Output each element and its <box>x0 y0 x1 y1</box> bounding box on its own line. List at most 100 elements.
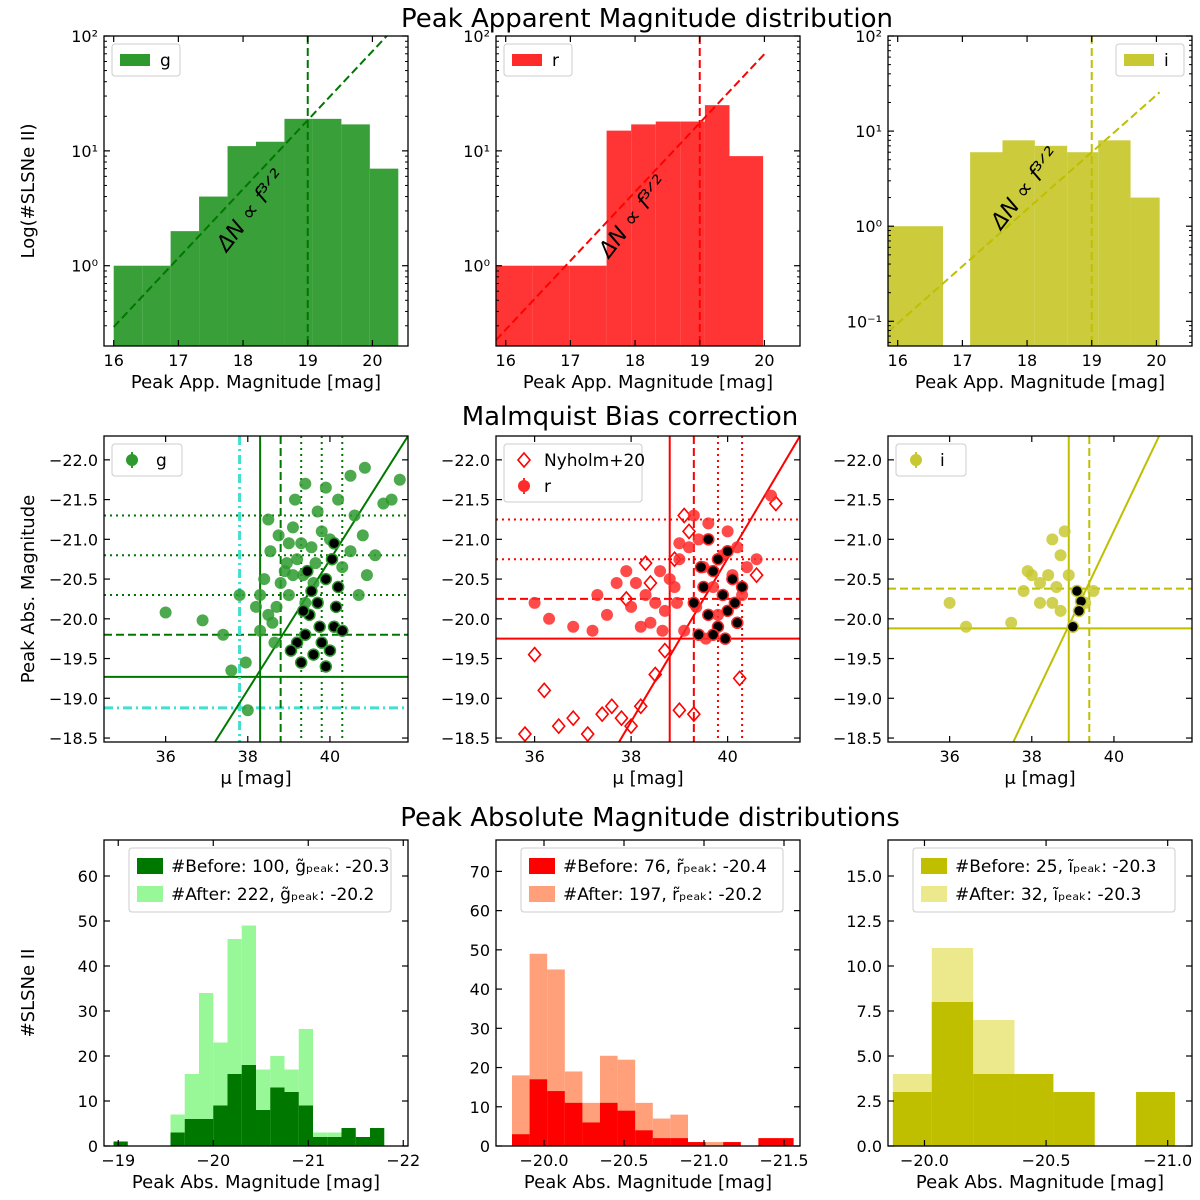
nyholm-diamond <box>566 709 581 727</box>
y-tick-label: 20 <box>78 1047 98 1066</box>
data-point <box>282 537 295 550</box>
y-tick-label: −19.5 <box>833 650 882 669</box>
corrected-point <box>702 608 715 622</box>
histogram-bar-before <box>1053 1092 1095 1146</box>
x-tick-label: −21.0 <box>1143 1151 1192 1170</box>
x-tick-label: 19 <box>690 351 710 370</box>
y-tick-label: 0 <box>88 1137 98 1156</box>
y-tick-label: −21.0 <box>49 530 98 549</box>
data-point <box>765 489 778 502</box>
histogram-bar-before <box>227 1074 242 1146</box>
data-point <box>1062 569 1075 582</box>
data-point <box>1021 565 1034 578</box>
data-point <box>315 525 328 538</box>
y-axis-label: Peak Abs. Magnitude <box>18 495 39 683</box>
data-point <box>332 493 345 506</box>
section-title-malmquist: Malmquist Bias correction <box>462 402 799 432</box>
y-tick-label: 10⁰ <box>71 257 98 276</box>
legend-box <box>912 847 1176 913</box>
y-tick-label: 30 <box>470 1019 490 1038</box>
histogram-bar-before <box>256 1110 271 1146</box>
data-point <box>629 577 642 590</box>
panel-malm-i: i 36 38 40 −18.5 −19.0 −19.5 −20.0 −20.5 −21.0 −21… <box>833 435 1193 789</box>
nyholm-diamond <box>624 717 639 735</box>
legend-swatch <box>120 54 150 66</box>
y-tick-label: −21.5 <box>49 491 98 510</box>
data-point <box>291 553 304 566</box>
x-tick-label: 40 <box>320 747 340 766</box>
x-tick-label: 16 <box>496 351 516 370</box>
data-point <box>280 557 293 570</box>
y-tick-label: 10 <box>470 1098 490 1117</box>
data-point <box>586 624 599 637</box>
data-point <box>262 513 275 526</box>
data-point <box>702 517 715 530</box>
data-point <box>1042 569 1055 582</box>
histogram-bar <box>970 152 1003 346</box>
y-tick-label: −20.5 <box>441 570 490 589</box>
histogram-bar-before <box>370 1128 385 1146</box>
data-point <box>670 596 683 609</box>
histogram-bar-before <box>931 1002 974 1146</box>
x-tick-label: 16 <box>104 351 124 370</box>
data-point <box>286 569 299 582</box>
legend-label: i <box>1164 51 1169 71</box>
section-title-absolute: Peak Absolute Magnitude distributions <box>400 803 900 833</box>
nyholm-diamond <box>657 642 672 659</box>
data-point <box>360 569 373 582</box>
plot-area: ΔN ∝ f³ᐟ² <box>112 36 399 346</box>
x-tick-label: 19 <box>298 351 318 370</box>
corrected-point <box>319 660 333 673</box>
x-tick-label: −20.0 <box>519 1151 568 1170</box>
data-point <box>740 561 753 574</box>
x-axis-label: Peak App. Magnitude [mag] <box>131 372 381 393</box>
x-tick-label: −20.0 <box>900 1151 949 1170</box>
data-point <box>233 588 246 601</box>
axes-frame <box>495 35 801 347</box>
data-point <box>266 616 279 629</box>
corrected-point <box>706 628 720 641</box>
legend-swatch <box>512 54 542 66</box>
x-axis-label: Peak Abs. Magnitude [mag] <box>132 1172 380 1193</box>
data-point <box>687 509 700 522</box>
x-tick-label: 17 <box>168 351 188 370</box>
data-point <box>217 628 230 641</box>
y-tick-label: −19.0 <box>441 689 490 708</box>
histogram-bar <box>170 231 200 346</box>
section-title-apparent: Peak Apparent Magnitude distribution <box>401 4 893 34</box>
data-point <box>282 588 295 601</box>
data-point <box>268 636 281 649</box>
data-point <box>678 624 691 637</box>
panel-abs-g: #Before: 100, g̃ₚₑₐₖ: -20.3 #After: 222, … <box>18 839 420 1193</box>
y-tick-label: −21.5 <box>441 491 490 510</box>
legend-box <box>111 443 183 477</box>
panel-malm-g: g 36 38 40 −18.5 −19.0 −19.5 −20.0 −20.5 −21.0 −21… <box>18 435 409 789</box>
data-point <box>750 553 763 566</box>
data-point <box>254 588 267 601</box>
y-tick-label: 20 <box>470 1059 490 1078</box>
y-tick-label: 10¹ <box>71 142 98 161</box>
y-tick-label: 10² <box>463 27 490 46</box>
corrected-point <box>1066 620 1080 634</box>
legend-swatch-before <box>529 858 555 874</box>
histogram-bar-after <box>705 1142 724 1146</box>
histogram-bar-before <box>113 1141 128 1146</box>
legend-swatch-after <box>529 886 555 902</box>
y-tick-label: −20.0 <box>441 610 490 629</box>
data-point <box>344 545 357 558</box>
x-axis-label: μ [mag] <box>612 768 683 789</box>
histogram-bar <box>532 265 570 346</box>
corrected-point <box>313 620 326 634</box>
corrected-point <box>726 572 739 586</box>
histogram-bar <box>1067 152 1099 346</box>
nyholm-diamond <box>527 646 542 663</box>
histogram-bar-before <box>723 1142 741 1146</box>
panel-malm-r: Nyholm+20 r 36 38 40 −18.5 −19.0 −19.5 −20.0 −20.… <box>441 435 801 789</box>
data-point <box>673 553 686 566</box>
x-tick-label: −20.5 <box>599 1151 648 1170</box>
data-point <box>1046 596 1059 609</box>
data-point <box>258 573 271 586</box>
plot-area: ΔN ∝ f³ᐟ² <box>888 36 1161 346</box>
